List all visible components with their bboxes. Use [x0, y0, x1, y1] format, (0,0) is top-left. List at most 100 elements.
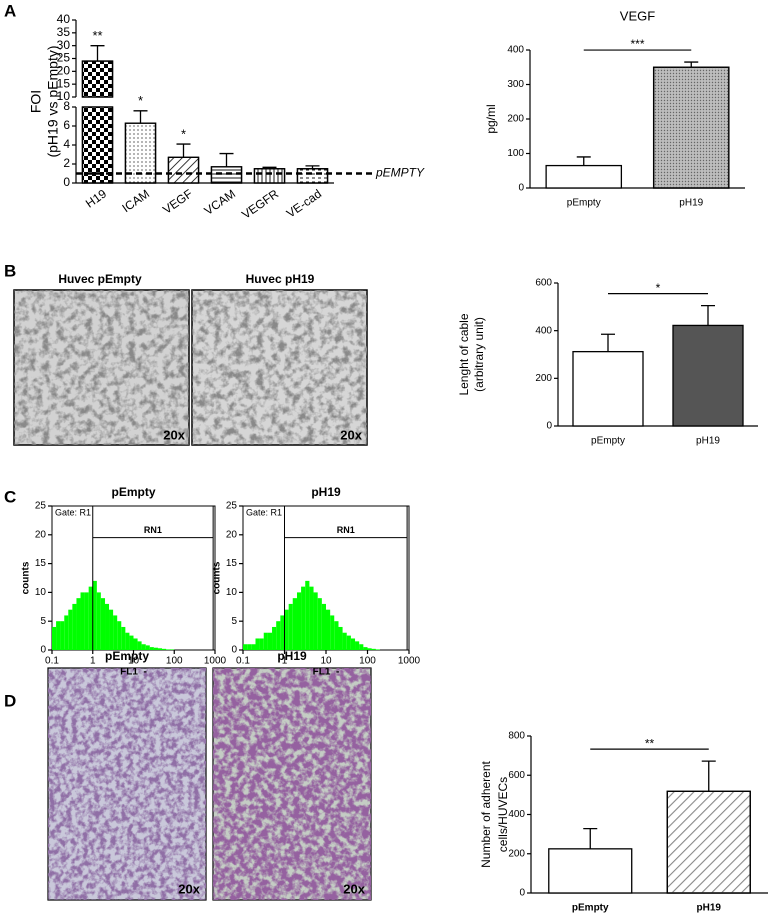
- y-tick-label: 400: [535, 325, 552, 336]
- histogram-bar: [247, 644, 252, 650]
- x-tick-label: 100: [359, 656, 376, 667]
- x-tick-label: 1: [90, 656, 96, 667]
- y-tick-label: 8: [63, 99, 70, 113]
- histogram-bar: [157, 648, 163, 650]
- histogram-bar: [76, 598, 81, 650]
- y-tick-label: 15: [35, 558, 47, 569]
- y-tick-label: 20: [226, 529, 238, 540]
- x-tick-label: 0.1: [45, 656, 59, 667]
- error-bar: [219, 152, 234, 167]
- y-tick-label: 6: [63, 118, 70, 132]
- bar-pattern: [666, 790, 751, 894]
- y-tick-label: 0: [546, 421, 552, 432]
- x-axis-label: FL1 -: [313, 667, 340, 678]
- bar-pattern: [81, 60, 114, 98]
- magnification: 20x: [340, 427, 362, 442]
- y-tick-label: 5: [40, 616, 46, 627]
- histogram-bar: [105, 603, 110, 650]
- gate-label: Gate: R1: [55, 507, 91, 517]
- x-tick-label: 1: [282, 656, 288, 667]
- histogram-bar: [321, 603, 326, 650]
- error-bar: [684, 61, 699, 68]
- histogram-bar: [276, 621, 281, 650]
- y-tick-label: 30: [57, 38, 71, 52]
- significance: ***: [630, 37, 644, 51]
- histogram-bar: [96, 592, 101, 650]
- marker-label: RN1: [144, 525, 162, 535]
- histogram-bar: [255, 638, 260, 650]
- reference-label: pEMPTY: [375, 166, 425, 180]
- x-tick-label: VE-cad: [284, 187, 324, 221]
- significance: **: [92, 28, 102, 43]
- y-tick-label: 10: [35, 587, 47, 598]
- x-tick-label: VCAM: [202, 187, 238, 218]
- y-tick-label: 2: [63, 156, 70, 170]
- y-tick-label: 600: [535, 278, 552, 289]
- y-tick-label: 200: [508, 848, 525, 859]
- x-tick-label: 1000: [398, 656, 421, 667]
- y-tick-label: 10: [226, 587, 238, 598]
- y-tick-label: 100: [507, 148, 524, 159]
- histogram-bar: [64, 615, 69, 650]
- y-tick-label: 0: [519, 888, 525, 899]
- histogram-bar: [113, 615, 118, 650]
- bar: [572, 350, 644, 427]
- y-tick-label: 25: [57, 51, 71, 65]
- y-tick-label: 25: [35, 501, 47, 512]
- histogram-bar: [272, 626, 277, 650]
- panel-label: A: [4, 1, 16, 20]
- y-axis-label: cells/HUVECs: [496, 777, 510, 852]
- histogram-bar: [338, 626, 343, 650]
- y-tick-label: 400: [507, 45, 524, 56]
- error-bar: [262, 166, 277, 169]
- y-tick-label: 0: [518, 183, 524, 194]
- x-tick-label: pEmpty: [567, 198, 601, 209]
- significance: *: [181, 126, 186, 141]
- bar: [672, 324, 744, 427]
- histogram-bar: [80, 592, 85, 650]
- x-tick-label: pEmpty: [572, 903, 609, 914]
- y-axis-label: counts: [21, 561, 32, 594]
- error-bar: [583, 827, 598, 849]
- y-axis-label: pg/ml: [484, 104, 498, 133]
- y-axis-label: (arbitrary unit): [472, 317, 486, 392]
- y-tick-label: 25: [226, 501, 238, 512]
- x-tick-label: 1000: [204, 656, 227, 667]
- error-bar: [133, 110, 148, 124]
- x-tick-label: 10: [128, 656, 140, 667]
- bar-pattern: [210, 166, 243, 184]
- bar-pattern: [81, 106, 114, 184]
- histogram-bar: [52, 626, 57, 650]
- bar-pattern: [652, 66, 730, 189]
- histogram-bar: [166, 649, 171, 650]
- error-bar: [90, 45, 105, 62]
- chart-title: pH19: [311, 485, 341, 499]
- histogram-bar: [350, 638, 356, 650]
- histogram-bar: [296, 592, 302, 650]
- y-tick-label: 200: [535, 373, 552, 384]
- micrograph-texture: [213, 668, 371, 900]
- histogram-bar: [109, 609, 114, 650]
- y-tick-label: 200: [507, 114, 524, 125]
- histogram-bar: [141, 644, 146, 650]
- error-bar: [701, 304, 715, 326]
- histogram-bar: [367, 648, 372, 650]
- histogram-bar: [259, 638, 264, 650]
- x-tick-label: 100: [166, 656, 183, 667]
- histogram-bar: [129, 635, 134, 650]
- gate-label: Gate: R1: [246, 507, 282, 517]
- error-bar: [701, 760, 716, 792]
- x-tick-label: 0.1: [236, 656, 250, 667]
- bar-pattern: [167, 156, 200, 184]
- x-tick-label: VEGF: [160, 187, 195, 217]
- histogram-bar: [121, 626, 126, 650]
- chart-title: VEGF: [620, 8, 655, 23]
- histogram-bar: [133, 638, 138, 650]
- bar: [548, 848, 633, 894]
- histogram-bar: [280, 615, 285, 650]
- histogram-bar: [149, 647, 154, 650]
- histogram-bar: [263, 632, 268, 650]
- image-title: Huvec pH19: [246, 272, 315, 286]
- bar-pattern: [296, 168, 329, 184]
